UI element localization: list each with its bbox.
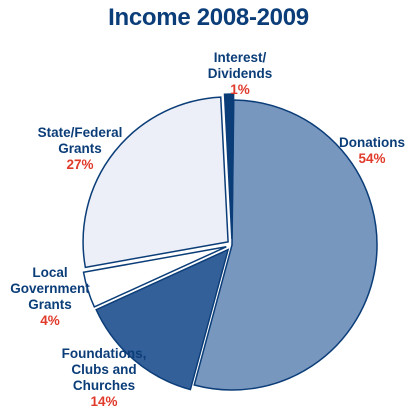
label-interest-dividends: Interest/ Dividends 1% bbox=[180, 50, 300, 98]
slice-label-line: State/Federal bbox=[37, 125, 123, 140]
slice-percent: 14% bbox=[90, 394, 118, 409]
slice-label-line: Dividends bbox=[207, 66, 273, 81]
slice-label-line: Interest/ bbox=[213, 50, 267, 65]
slice-label-line: Grants bbox=[58, 141, 102, 156]
slice-percent: 27% bbox=[66, 157, 94, 172]
label-local-government: Local Government Grants 4% bbox=[0, 265, 100, 329]
slice-percent: 1% bbox=[230, 82, 250, 97]
slice-label-line: Government bbox=[10, 281, 90, 296]
slice-label-line: Churches bbox=[72, 378, 136, 393]
slice-state-federal bbox=[82, 96, 229, 269]
slice-interest-dividends bbox=[223, 93, 235, 240]
slice-label-line: Local bbox=[32, 265, 68, 280]
slice-label-line: Donations bbox=[339, 135, 405, 150]
slice-percent: 54% bbox=[358, 151, 386, 166]
slice-donations bbox=[193, 99, 378, 391]
slice-label-line: Clubs and bbox=[71, 362, 137, 377]
slice-percent: 4% bbox=[40, 313, 60, 328]
slice-label-line: Grants bbox=[28, 297, 72, 312]
label-donations: Donations 54% bbox=[322, 135, 417, 167]
label-state-federal: State/Federal Grants 27% bbox=[20, 125, 140, 173]
slice-foundations bbox=[95, 248, 230, 391]
slice-local-government bbox=[82, 246, 227, 308]
slice-label-line: Foundations, bbox=[61, 346, 147, 361]
chart-title: Income 2008-2009 bbox=[108, 4, 309, 31]
label-foundations: Foundations, Clubs and Churches 14% bbox=[44, 346, 164, 410]
